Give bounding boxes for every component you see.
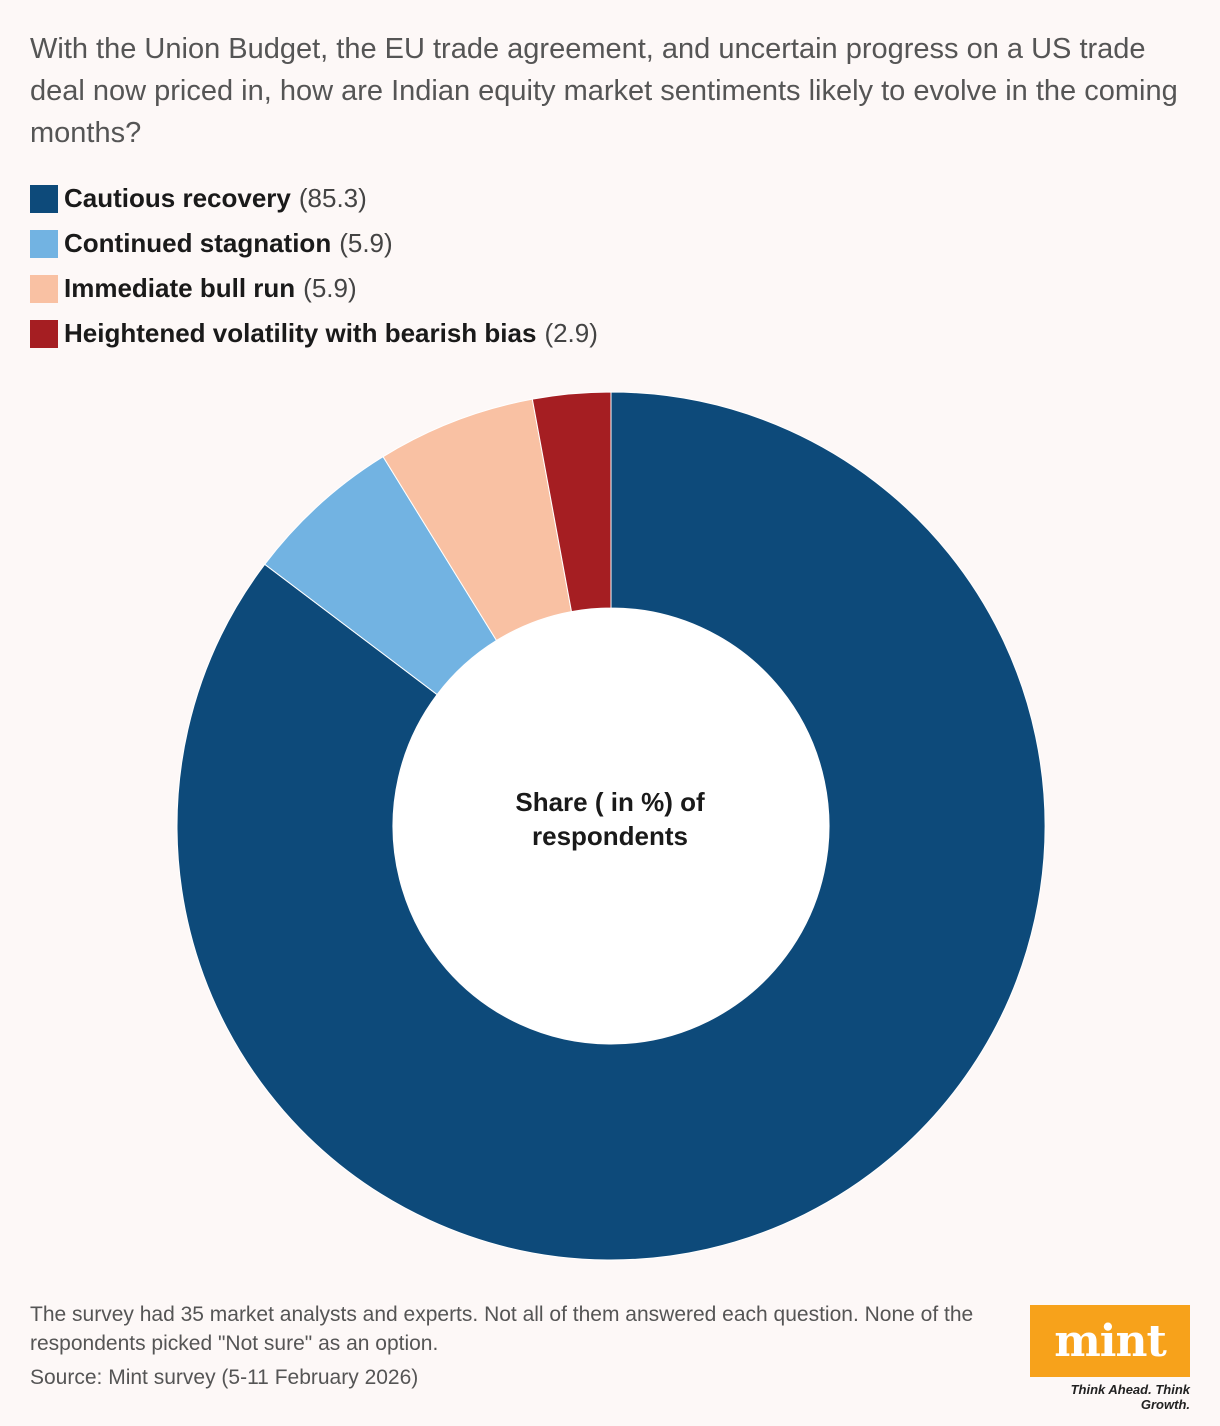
legend-label: Immediate bull run (64, 273, 296, 303)
source-note: Source: Mint survey (5-11 February 2026) (30, 1366, 419, 1389)
legend-swatch-heightened-volatility (30, 319, 58, 348)
donut-hole (393, 608, 829, 1044)
legend-item-cautious-recovery: Cautious recovery (85.3) (30, 176, 598, 221)
legend-item-immediate-bull-run: Immediate bull run (5.9) (30, 266, 598, 311)
legend-value: (85.3) (298, 183, 367, 213)
donut-chart (176, 391, 1046, 1261)
legend-value: (5.9) (339, 228, 393, 258)
mint-logo: mint (1030, 1305, 1190, 1377)
legend-label: Heightened volatility with bearish bias (64, 318, 537, 348)
legend-swatch-cautious-recovery (30, 184, 58, 213)
legend-label: Cautious recovery (64, 183, 291, 213)
legend-value: (5.9) (303, 273, 357, 303)
legend-value: (2.9) (544, 318, 598, 348)
legend-item-heightened-volatility: Heightened volatility with bearish bias … (30, 311, 598, 356)
footnote: The survey had 35 market analysts and ex… (30, 1303, 974, 1355)
legend-item-continued-stagnation: Continued stagnation (5.9) (30, 221, 598, 266)
legend-swatch-continued-stagnation (30, 229, 58, 258)
legend-label: Continued stagnation (64, 228, 332, 258)
legend: Cautious recovery (85.3) Continued stagn… (30, 176, 598, 356)
legend-swatch-immediate-bull-run (30, 274, 58, 303)
mint-logo-tagline: Think Ahead. Think Growth. (1070, 1382, 1190, 1412)
donut-slice-cautious-recovery (176, 391, 1046, 1261)
donut-center-label: Share ( in %) of respondents (515, 787, 705, 851)
donut-slice-heightened-volatility-with-bearish-bias (531, 391, 612, 613)
chart-question-title: With the Union Budget, the EU trade agre… (30, 33, 1178, 149)
mint-logo-wordmark: mint (1054, 1315, 1167, 1367)
